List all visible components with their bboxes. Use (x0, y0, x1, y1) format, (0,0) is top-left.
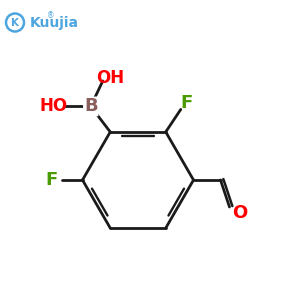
Text: ®: ® (47, 11, 55, 20)
Text: B: B (84, 98, 98, 116)
Text: F: F (181, 94, 193, 112)
Text: Kuujia: Kuujia (29, 16, 78, 29)
Text: OH: OH (96, 69, 124, 87)
Text: O: O (232, 204, 247, 222)
Text: F: F (45, 171, 57, 189)
Text: K: K (11, 17, 19, 28)
Text: HO: HO (39, 98, 67, 116)
